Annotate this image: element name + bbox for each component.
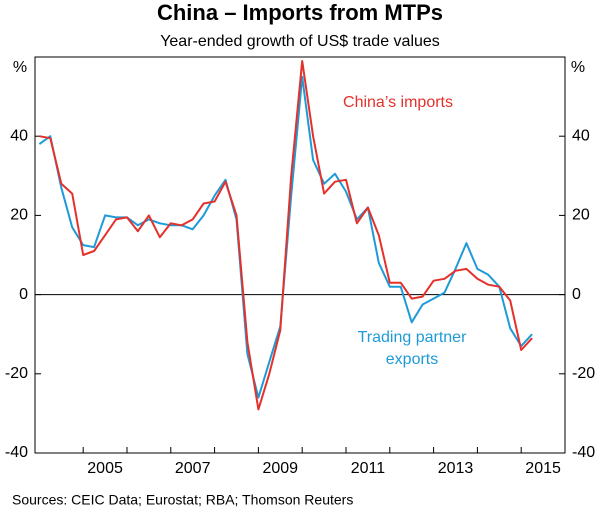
y-unit: % bbox=[13, 59, 27, 76]
x-tick-label: 2011 bbox=[351, 460, 386, 477]
series-line bbox=[38, 75, 533, 399]
y2-tick-label: -20 bbox=[572, 365, 595, 382]
x-tick-label: 2013 bbox=[438, 460, 474, 477]
x-tick-label: 2005 bbox=[87, 460, 123, 477]
x-tick-label: 2007 bbox=[175, 460, 211, 477]
y2-tick-label: 20 bbox=[572, 207, 590, 224]
y-tick-label: -40 bbox=[5, 444, 28, 461]
x-tick-label: 2009 bbox=[262, 460, 298, 477]
chart-title: China – Imports from MTPs bbox=[157, 0, 443, 25]
series-label: China’s imports bbox=[343, 94, 453, 111]
series-label: Trading partner bbox=[358, 329, 467, 346]
y-tick-label: 0 bbox=[19, 286, 28, 303]
y-tick-label: -20 bbox=[5, 365, 28, 382]
chart-subtitle: Year-ended growth of US$ trade values bbox=[160, 33, 440, 50]
x-tick-label: 2015 bbox=[525, 460, 561, 477]
y2-tick-label: -40 bbox=[572, 444, 595, 461]
series-line bbox=[39, 60, 533, 411]
y2-tick-label: 40 bbox=[572, 127, 590, 144]
y-tick-label: 40 bbox=[10, 127, 28, 144]
series-label: exports bbox=[386, 351, 438, 368]
source: Sources: CEIC Data; Eurostat; RBA; Thoms… bbox=[12, 492, 353, 508]
y2-tick-label: 0 bbox=[572, 286, 581, 303]
plot-frame bbox=[34, 56, 566, 454]
y2-unit: % bbox=[571, 59, 585, 76]
y-tick-label: 20 bbox=[10, 207, 28, 224]
